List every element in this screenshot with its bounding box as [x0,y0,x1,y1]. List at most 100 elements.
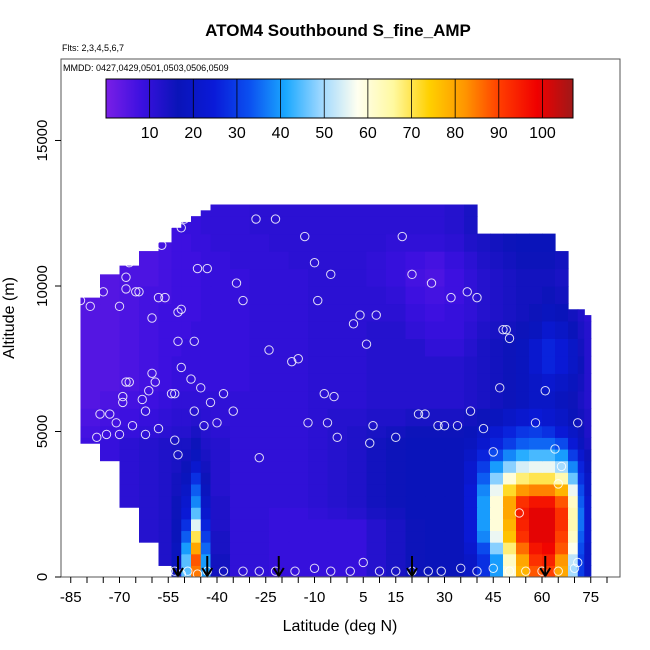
heatmap-cell [477,495,491,508]
heatmap-cell [555,542,569,555]
heatmap-cell [191,553,202,566]
heatmap-cell [464,204,478,217]
heatmap-cell [405,448,426,462]
heatmap-cell [327,216,348,235]
heatmap-cell [158,448,173,462]
heatmap-cell [516,530,530,543]
heatmap-cell [347,437,368,450]
sample-marker [488,447,498,457]
heatmap-cell [490,437,504,450]
heatmap-cell [529,355,543,374]
sample-marker [82,566,92,576]
heatmap-cell [503,408,517,427]
heatmap-cell [200,495,212,508]
sample-marker [231,278,242,288]
flight-arrow [172,556,184,578]
sample-marker [478,423,489,434]
heatmap-cell [425,507,446,520]
heatmap-cell [210,542,231,555]
heatmap-cell [249,530,270,543]
heatmap-cell [230,518,251,532]
heatmap-cell [191,216,202,235]
heatmap-cell [529,425,543,438]
heatmap-cell [490,285,504,305]
heatmap-cell [249,425,270,438]
heatmap-cell [171,355,182,374]
heatmap-cell [269,204,290,217]
colorbar-tick-label: 60 [359,125,377,142]
heatmap-cell [181,221,192,235]
sample-markers [62,214,583,577]
heatmap-cell [171,530,182,543]
sample-marker [488,563,498,573]
heatmap-cell [269,437,290,450]
heatmap-cell [269,408,290,427]
heatmap-cell [249,355,270,374]
heatmap-cell [584,542,592,555]
heatmap-cell [347,460,368,473]
heatmap-cell [503,355,517,374]
heatmap-cell [327,542,348,555]
heatmap-cell [269,507,290,520]
sample-marker [573,557,583,568]
sample-marker [105,409,115,419]
heatmap-cell [288,390,309,409]
heatmap-cell [210,390,231,409]
heatmap-cell [308,518,329,532]
heatmap-cell [386,553,407,566]
sample-marker [153,423,164,434]
sample-marker [303,418,313,428]
heatmap-cell [230,483,251,497]
heatmap-cell [568,425,579,438]
heatmap-cell [444,518,465,532]
sample-marker [553,479,563,489]
heatmap-cell [386,204,407,217]
sample-marker [573,418,583,428]
heatmap-cell [584,373,592,392]
heatmap-cell [327,268,348,287]
sample-marker [163,566,173,576]
heatmap-cell [191,373,202,392]
heatmap-cell [529,507,543,520]
heatmap-cell [288,565,309,577]
heatmap-cell [249,216,270,235]
heatmap-cell [139,285,160,305]
heatmap-cell [200,303,212,322]
sample-marker [173,307,183,317]
heatmap-cell [269,390,290,409]
heatmap-cell [464,425,478,438]
heatmap-cell [327,373,348,392]
heatmap-cell [529,553,543,566]
heatmap-cell [577,565,585,577]
heatmap-cell [269,233,290,252]
heatmap-cell [200,542,212,555]
heatmap-cell [444,483,465,497]
sample-marker [166,388,177,399]
heatmap-cell [230,507,251,520]
heatmap-cell [464,542,478,555]
sample-marker [293,354,303,364]
heatmap-cell [444,437,465,450]
sample-marker [140,406,151,416]
sample-marker [361,339,372,349]
heatmap-cell [80,303,101,322]
sample-marker [374,566,385,576]
sample-marker [446,292,456,303]
heatmap-cell [171,483,182,497]
heatmap-cell [230,338,251,357]
heatmap-cell [100,320,121,339]
heatmap-cell [210,437,231,450]
heatmap-cell [529,460,543,473]
heatmap-cell [230,437,251,450]
heatmap-cell [200,553,212,566]
heatmap-cell [181,408,192,427]
heatmap-cell [577,460,585,473]
heatmap-cell [171,518,182,532]
heatmap-cell [386,425,407,438]
sample-marker [108,563,118,573]
heatmap-cell [529,303,543,322]
heatmap-cell [80,425,101,438]
heatmap-cell [555,268,569,287]
heatmap-cell [542,425,556,438]
